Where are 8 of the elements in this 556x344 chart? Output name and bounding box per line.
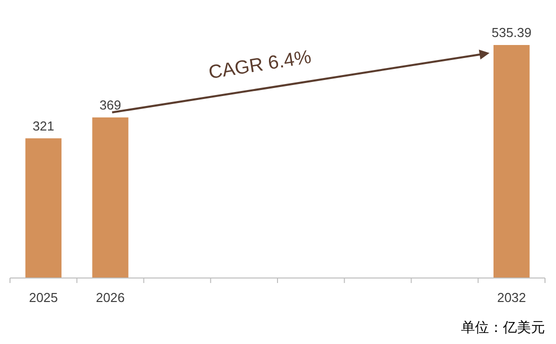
data-label: 369 [99, 97, 122, 112]
x-tick-label: 2025 [28, 290, 58, 305]
x-tick-label: 2026 [96, 290, 125, 305]
text: 单位：亿美元 [461, 320, 545, 336]
annotation: CAGR 6.4% [207, 46, 313, 84]
data-label: 321 [32, 118, 54, 134]
x-tick-label: 2032 [497, 290, 526, 305]
data-label: 535.39 [492, 25, 532, 40]
